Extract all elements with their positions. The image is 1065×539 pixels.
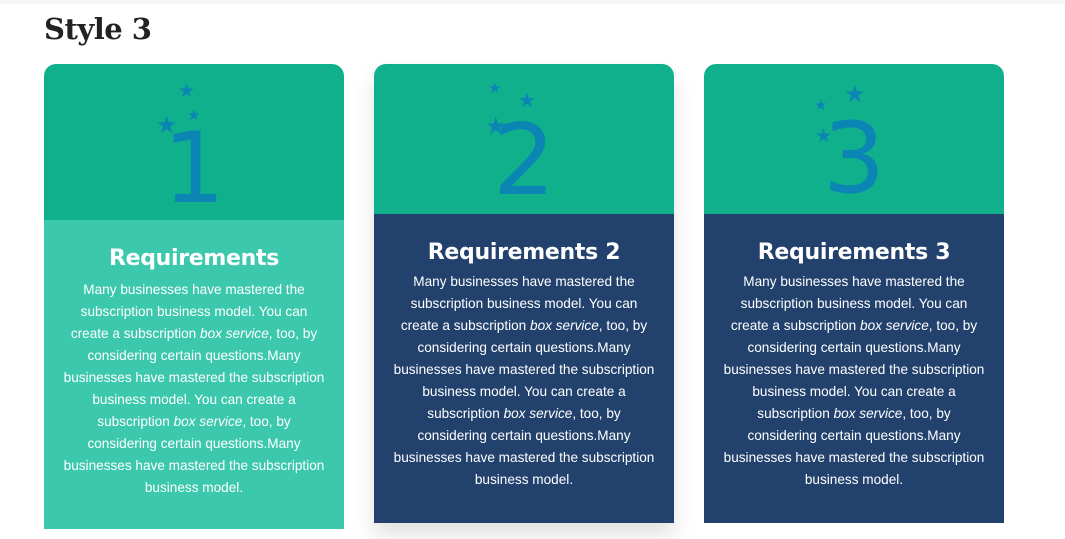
- star-icon: ★: [488, 79, 502, 97]
- section-title: Style 3: [44, 12, 152, 46]
- top-strip: [0, 0, 1065, 4]
- star-icon: ★: [815, 125, 833, 147]
- star-icon: ★: [518, 88, 536, 112]
- star-icon: ★: [187, 106, 201, 124]
- star-icon: ★: [178, 80, 196, 102]
- card-header: ★ ★ ★ 3: [704, 64, 1004, 214]
- card-header: ★ ★ ★ 1: [44, 64, 344, 220]
- card-description: Many businesses have mastered the subscr…: [723, 274, 985, 487]
- card-number: 3: [822, 102, 886, 216]
- pricing-card-2: ★ ★ ★ 2 Requirements 2 Many businesses h…: [374, 64, 674, 523]
- card-title: Requirements 3: [757, 240, 951, 265]
- card-body: Requirements Many businesses have master…: [44, 220, 344, 529]
- card-description: Many businesses have mastered the subscr…: [63, 282, 325, 495]
- card-title: Requirements: [108, 246, 280, 271]
- star-icon: ★: [844, 80, 866, 108]
- star-icon: ★: [485, 112, 507, 140]
- star-icon: ★: [814, 96, 828, 114]
- card-body: Requirements 3 Many businesses have mast…: [704, 214, 1004, 523]
- card-description: Many businesses have mastered the subscr…: [393, 274, 655, 487]
- card-number: 2: [492, 104, 556, 218]
- pricing-card-3: ★ ★ ★ 3 Requirements 3 Many businesses h…: [704, 64, 1004, 523]
- card-body: Requirements 2 Many businesses have mast…: [374, 214, 674, 523]
- star-icon: ★: [156, 111, 178, 139]
- card-title: Requirements 2: [427, 240, 621, 265]
- pricing-card-1: ★ ★ ★ 1 Requirements Many businesses hav…: [44, 64, 344, 529]
- card-header: ★ ★ ★ 2: [374, 64, 674, 214]
- card-number: 1: [162, 112, 226, 226]
